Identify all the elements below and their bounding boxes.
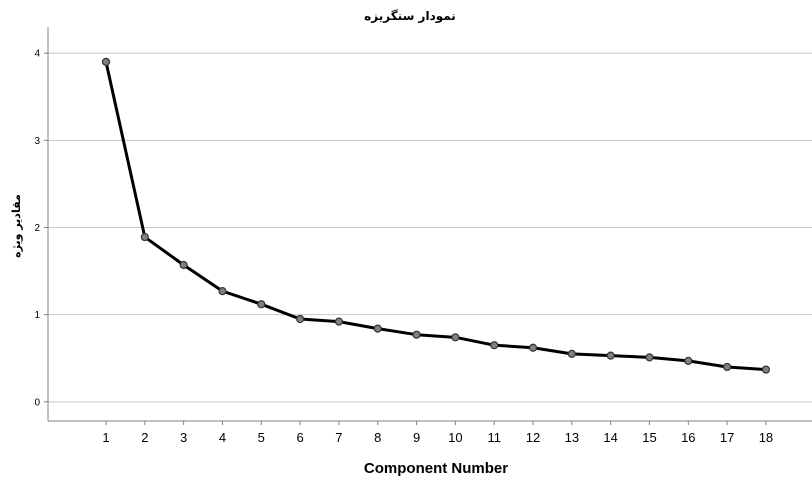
data-point [606, 351, 615, 360]
data-point [296, 314, 305, 324]
x-tick-label: 11 [487, 430, 501, 445]
data-point [140, 232, 149, 242]
x-tick-label: 16 [681, 430, 695, 445]
x-tick-label: 3 [180, 430, 187, 445]
x-tick-label: 10 [448, 430, 462, 445]
data-series [101, 57, 771, 374]
chart-title: نمودار سنگریزه [364, 9, 456, 24]
y-tick-label: 4 [34, 49, 40, 60]
y-tick-label: 0 [34, 397, 40, 408]
data-point [528, 343, 538, 352]
data-point [179, 260, 188, 270]
x-tick-label: 2 [141, 430, 148, 445]
data-point [684, 356, 693, 365]
data-point [218, 287, 227, 296]
x-tick-label: 17 [720, 430, 734, 445]
y-tick-label: 2 [34, 223, 40, 234]
data-point [451, 333, 460, 342]
x-tick-label: 12 [526, 430, 540, 445]
x-axis-label: Component Number [364, 460, 508, 477]
data-point [567, 349, 576, 358]
x-tick-label: 15 [642, 430, 656, 445]
gridlines [48, 52, 812, 403]
x-tick-label: 18 [759, 430, 773, 445]
data-point [373, 324, 382, 333]
x-tick-labels: 1 2 3 4 5 6 7 8 9 10 11 12 13 14 15 16 17 18 [102, 430, 773, 445]
x-tick-label: 14 [603, 430, 617, 445]
data-point [257, 300, 266, 309]
series-line [104, 61, 767, 372]
x-tick-label: 13 [565, 430, 579, 445]
data-point [101, 57, 111, 66]
data-point [645, 353, 654, 362]
y-tick-label: 3 [34, 136, 40, 147]
y-tick-label: 1 [34, 310, 40, 321]
data-point [761, 365, 771, 374]
data-point [334, 317, 344, 326]
x-tick-label: 8 [374, 430, 381, 445]
data-point [723, 362, 732, 372]
x-tick-label: 9 [413, 430, 420, 445]
axes [44, 27, 812, 425]
x-tick-label: 1 [102, 430, 109, 445]
x-tick-label: 7 [335, 430, 342, 445]
x-tick-label: 6 [296, 430, 303, 445]
x-tick-label: 4 [219, 430, 226, 445]
y-axis-label: مقادیر ویژه [10, 194, 23, 258]
x-tick-label: 5 [258, 430, 265, 445]
data-point [412, 330, 421, 339]
data-point [490, 341, 499, 350]
y-tick-labels: 0 1 2 3 4 [34, 49, 40, 409]
